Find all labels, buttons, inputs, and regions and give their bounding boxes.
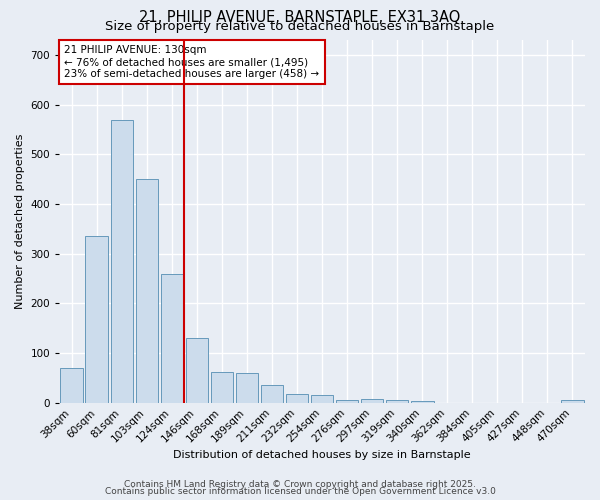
Bar — [136, 179, 158, 402]
Text: 21 PHILIP AVENUE: 130sqm
← 76% of detached houses are smaller (1,495)
23% of sem: 21 PHILIP AVENUE: 130sqm ← 76% of detach… — [64, 46, 320, 78]
Bar — [85, 236, 108, 402]
Text: Contains HM Land Registry data © Crown copyright and database right 2025.: Contains HM Land Registry data © Crown c… — [124, 480, 476, 489]
Bar — [110, 120, 133, 403]
Bar — [185, 338, 208, 402]
Bar — [336, 400, 358, 402]
Bar — [236, 373, 258, 402]
Y-axis label: Number of detached properties: Number of detached properties — [15, 134, 25, 309]
Bar — [386, 400, 409, 402]
Text: Size of property relative to detached houses in Barnstaple: Size of property relative to detached ho… — [106, 20, 494, 33]
Bar — [211, 372, 233, 402]
Text: Contains public sector information licensed under the Open Government Licence v3: Contains public sector information licen… — [104, 487, 496, 496]
Bar — [286, 394, 308, 402]
Bar — [411, 401, 434, 402]
Bar — [261, 386, 283, 402]
Bar — [61, 368, 83, 402]
Bar — [161, 274, 183, 402]
Text: 21, PHILIP AVENUE, BARNSTAPLE, EX31 3AQ: 21, PHILIP AVENUE, BARNSTAPLE, EX31 3AQ — [139, 10, 461, 25]
Bar — [311, 396, 334, 402]
Bar — [361, 399, 383, 402]
X-axis label: Distribution of detached houses by size in Barnstaple: Distribution of detached houses by size … — [173, 450, 471, 460]
Bar — [561, 400, 584, 402]
